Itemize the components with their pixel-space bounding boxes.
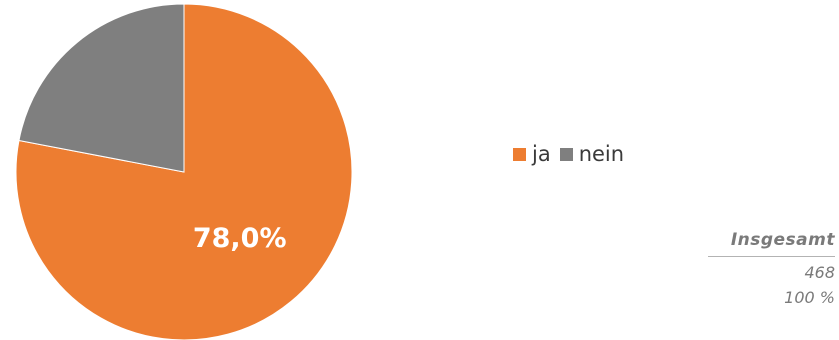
summary-count: 468 — [804, 263, 835, 282]
legend-label-nein: nein — [578, 142, 625, 166]
legend: ja nein — [513, 142, 633, 166]
legend-swatch-nein — [559, 147, 573, 161]
legend-label-ja: ja — [532, 142, 551, 166]
legend-swatch-ja — [513, 147, 526, 161]
legend-item-nein: nein — [559, 142, 625, 166]
legend-item-ja: ja — [513, 142, 551, 166]
summary-table: Insgesamt 468 100 % — [708, 230, 835, 307]
pie-slice-ja — [15, 3, 353, 340]
summary-percent: 100 % — [784, 288, 835, 307]
summary-header: Insgesamt — [708, 230, 835, 257]
pie-chart: 78,0% — [15, 3, 353, 340]
pie-slice-nein — [18, 3, 185, 173]
data-label-ja: 78,0% — [193, 223, 287, 254]
